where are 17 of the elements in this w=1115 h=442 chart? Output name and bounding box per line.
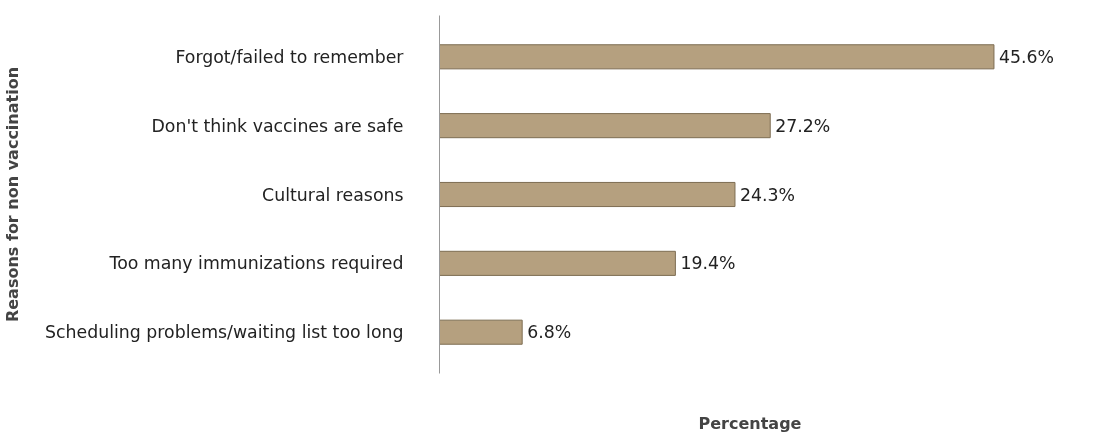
bar (439, 319, 523, 345)
data-label: 19.4% (680, 253, 736, 274)
bar (439, 250, 676, 276)
bar (439, 44, 995, 70)
bar (439, 181, 736, 208)
data-label: 45.6% (998, 46, 1055, 67)
y-tick-label: Cultural reasons (262, 184, 404, 205)
y-tick-label: Don't think vaccines are safe (151, 115, 404, 136)
x-axis-title: Percentage (698, 413, 802, 433)
y-tick-label: Too many immunizations required (108, 253, 404, 274)
bar (439, 113, 771, 139)
y-tick-label: Scheduling problems/waiting list too long (45, 322, 404, 343)
y-axis-title: Reasons for non vaccination (3, 66, 23, 323)
y-tick-label: Forgot/failed to remember (175, 46, 405, 67)
data-label: 27.2% (775, 115, 831, 136)
data-label: 6.8% (527, 322, 572, 343)
data-label: 24.3% (739, 184, 796, 205)
